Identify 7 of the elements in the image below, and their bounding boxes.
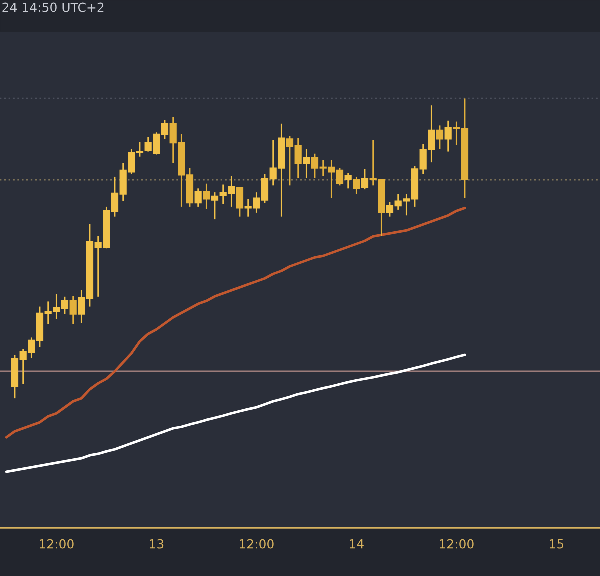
x-tick-label: 12:00 (440, 539, 474, 549)
x-tick-label: 14 (350, 540, 364, 549)
x-tick-label: 15 (550, 540, 564, 549)
x-tick-label: 12:00 (40, 539, 74, 549)
text: 24 14:50 UTC+2 (2, 2, 104, 12)
x-tick-label: 12:00 (240, 539, 274, 549)
x-tick-label: 13 (150, 539, 164, 549)
